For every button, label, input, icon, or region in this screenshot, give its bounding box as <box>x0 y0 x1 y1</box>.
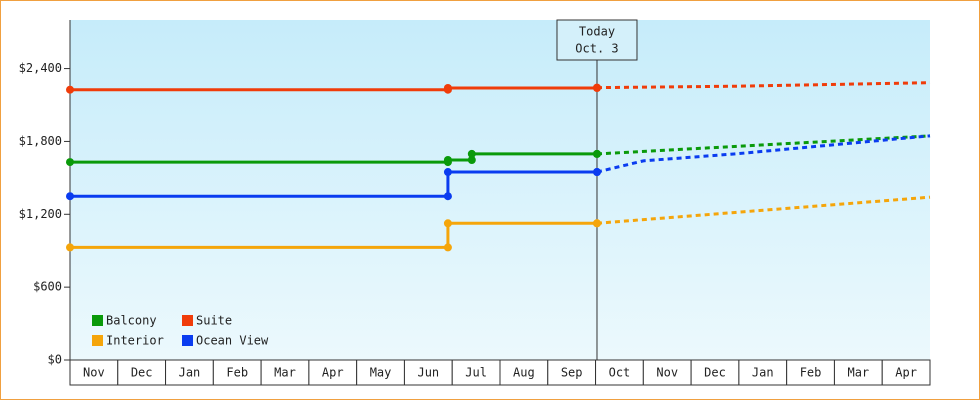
x-tick-label: Feb <box>800 366 822 380</box>
y-tick-label: $0 <box>48 353 62 367</box>
y-tick-label: $600 <box>33 280 62 294</box>
x-cell <box>356 359 405 386</box>
x-cell <box>499 359 549 386</box>
legend-swatch <box>92 315 103 326</box>
x-tick-label: Mar <box>274 366 296 380</box>
x-tick-label: Oct <box>609 366 631 380</box>
legend-label: Ocean View <box>196 334 269 348</box>
y-tick-label: $1,800 <box>19 134 62 148</box>
legend-swatch <box>92 335 103 346</box>
x-tick-label: Mar <box>847 366 869 380</box>
series-line <box>70 221 597 249</box>
x-tick-label: Dec <box>704 366 726 380</box>
legend-swatch <box>182 315 193 326</box>
step-corner <box>467 156 476 165</box>
x-tick-label: Jul <box>465 366 487 380</box>
point <box>443 219 452 228</box>
step-corner <box>443 243 452 252</box>
point <box>443 84 452 92</box>
forecast-line <box>596 195 931 225</box>
x-cell <box>881 359 931 386</box>
point <box>592 219 601 228</box>
x-cell <box>165 359 214 386</box>
x-cell <box>833 359 883 386</box>
x-tick-label: Nov <box>83 366 105 380</box>
legend-label: Interior <box>106 334 164 348</box>
step-corner <box>443 192 452 201</box>
x-tick-label: May <box>370 366 392 380</box>
x-tick-label: Feb <box>226 366 248 380</box>
point <box>66 192 74 201</box>
x-tick-label: Jun <box>417 366 439 380</box>
plot-area <box>70 20 930 360</box>
x-tick-label: Nov <box>656 366 678 380</box>
x-cell <box>212 359 262 386</box>
x-tick-label: Jan <box>179 366 201 380</box>
forecast-line <box>596 81 931 90</box>
series-line <box>70 170 597 198</box>
x-cell <box>403 359 453 386</box>
point <box>66 243 74 252</box>
x-tick-label: Apr <box>322 366 344 380</box>
x-cell <box>260 359 310 386</box>
today-label: Oct. 3 <box>575 42 618 56</box>
x-cell <box>786 359 835 386</box>
point <box>66 158 74 167</box>
x-cell <box>547 359 597 386</box>
point <box>66 85 74 94</box>
x-cell <box>595 359 644 386</box>
y-tick-label: $1,200 <box>19 207 62 221</box>
x-cell <box>642 359 692 386</box>
x-tick-label: Jan <box>752 366 774 380</box>
x-cell <box>308 359 358 386</box>
today-box <box>556 19 638 61</box>
x-tick-label: Sep <box>561 366 583 380</box>
legend-label: Suite <box>196 314 232 328</box>
point <box>467 149 476 158</box>
point <box>592 149 601 158</box>
point <box>443 156 452 165</box>
legend-label: Balcony <box>106 314 157 328</box>
today-label: Today <box>579 25 615 39</box>
y-tick-label: $2,400 <box>19 61 62 75</box>
point <box>592 168 601 177</box>
forecast-line <box>596 134 931 156</box>
x-tick-label: Apr <box>895 366 917 380</box>
x-cell <box>451 359 501 386</box>
legend-swatch <box>182 335 193 346</box>
point <box>592 83 601 92</box>
series-line <box>70 152 597 164</box>
point <box>443 168 452 177</box>
x-tick-label: Dec <box>131 366 153 380</box>
x-tick-label: Aug <box>513 366 535 380</box>
